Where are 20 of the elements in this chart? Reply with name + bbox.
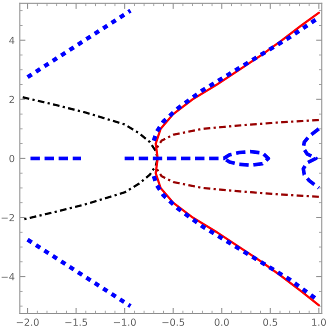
line-series — [152, 17, 318, 143]
x-tick-label: 0.5 — [263, 318, 278, 326]
line-series — [154, 166, 320, 198]
y-tick-label: 0 — [9, 154, 14, 162]
x-tick-label: −2.0 — [16, 318, 39, 326]
line-series — [154, 118, 320, 151]
x-tick-label: −1.0 — [114, 318, 136, 326]
y-tick-label: −2 — [2, 214, 14, 222]
line-series — [22, 96, 159, 221]
x-tick-label: −1.5 — [65, 318, 88, 326]
y-tick-label: −4 — [2, 273, 14, 280]
y-tick-label: 2 — [9, 96, 14, 104]
line-series — [122, 150, 270, 167]
x-tick-label: 0.0 — [214, 318, 229, 326]
x-tick-label: 1.0 — [312, 318, 326, 326]
line-series — [152, 174, 318, 301]
x-tick-label: −0.5 — [162, 318, 184, 326]
line-series — [154, 12, 320, 306]
line-series — [302, 127, 321, 190]
y-tick-label: 4 — [9, 36, 14, 44]
